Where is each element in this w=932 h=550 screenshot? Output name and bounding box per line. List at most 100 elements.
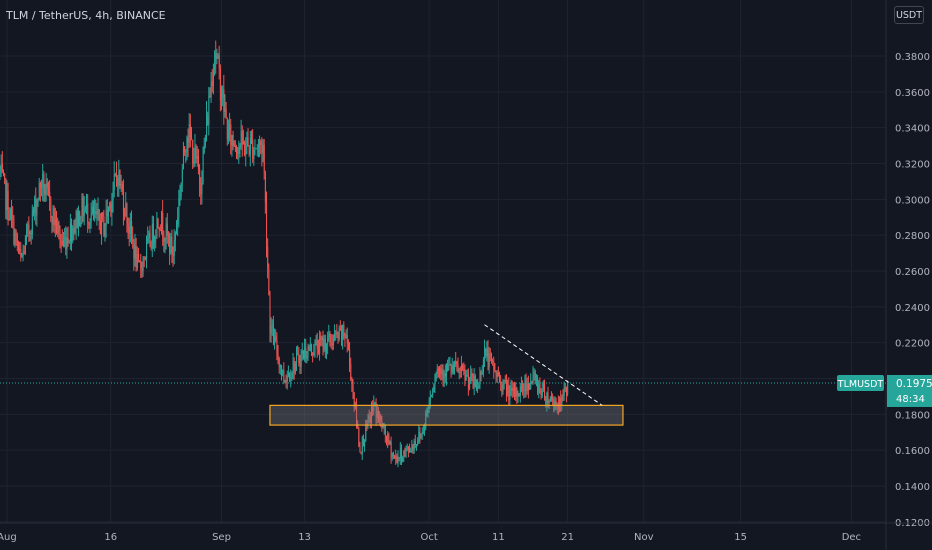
candle-down [394, 455, 396, 459]
candle-up [433, 386, 435, 393]
candle-down [516, 387, 518, 397]
candle-down [43, 173, 45, 196]
y-tick-label: 0.1600 [895, 446, 930, 457]
candle-down [278, 358, 280, 368]
candle-down [320, 336, 322, 341]
candle-down [56, 219, 58, 234]
candle-up [288, 372, 290, 377]
candle-down [237, 151, 239, 154]
candle-up [239, 146, 241, 148]
candle-down [124, 212, 126, 216]
candle-down [226, 117, 228, 140]
candle-up [176, 224, 178, 233]
candle-down [464, 370, 466, 381]
candle-down [116, 174, 118, 178]
candle-down [562, 394, 564, 396]
candle-down [283, 370, 285, 382]
candle-down [135, 245, 137, 269]
candle-down [462, 364, 464, 369]
candle-up [0, 163, 2, 170]
candle-up [262, 144, 264, 153]
candle-up [134, 245, 136, 259]
candle-up [253, 149, 255, 159]
candle-up [136, 253, 138, 269]
candle-down [189, 124, 191, 138]
candle-down [303, 350, 305, 359]
candle-down [372, 407, 374, 411]
y-tick-label: 0.3600 [895, 88, 930, 99]
candle-up [24, 237, 26, 254]
candle-up [104, 225, 106, 237]
candle-down [375, 402, 377, 418]
candle-up [435, 373, 437, 381]
candle-down [463, 368, 465, 371]
candle-down [103, 216, 105, 237]
candle-up [177, 217, 179, 225]
support-zone[interactable] [269, 404, 624, 426]
candle-down [331, 343, 333, 346]
candle-down [192, 139, 194, 164]
candle-up [563, 387, 565, 396]
candle-up [328, 333, 330, 337]
candle-up [532, 373, 534, 383]
candle-down [30, 233, 32, 235]
candle-up [38, 182, 40, 201]
candle-down [455, 360, 457, 365]
candle-up [374, 402, 376, 404]
candle-up [254, 148, 256, 150]
candle-up [203, 144, 205, 153]
candle-down [199, 168, 201, 183]
trendline[interactable] [484, 324, 603, 406]
candle-up [105, 209, 107, 226]
candle-down [501, 384, 503, 392]
candle-up [424, 428, 426, 432]
candle-down [494, 369, 496, 372]
candle-up [373, 403, 375, 411]
candle-up [554, 401, 556, 407]
candle-up [240, 131, 242, 147]
candle-up [478, 385, 480, 388]
candle-up [365, 424, 367, 441]
candle-up [91, 206, 93, 214]
candle-up [213, 70, 215, 86]
candle-down [4, 173, 6, 179]
currency-label[interactable]: USDT [894, 6, 924, 24]
candle-down [440, 368, 442, 374]
candle-down [560, 397, 562, 406]
candle-down [316, 340, 318, 349]
candle-up [405, 448, 407, 452]
candle-up [68, 242, 70, 244]
candle-up [335, 332, 337, 335]
candle-up [284, 380, 286, 382]
candle-down [539, 383, 541, 390]
y-tick-label: 0.2600 [895, 267, 930, 278]
candle-down [474, 376, 476, 388]
candle-up [307, 346, 309, 357]
candle-down [504, 380, 506, 382]
candle-up [22, 250, 24, 256]
candle-up [178, 198, 180, 218]
candle-up [144, 258, 146, 260]
candle-down [564, 387, 566, 389]
candle-up [410, 450, 412, 453]
candle-down [50, 199, 52, 218]
x-tick-label: 15 [734, 532, 747, 543]
candle-down [273, 325, 275, 345]
candle-down [508, 385, 510, 400]
candle-down [65, 237, 67, 250]
candle-down [344, 335, 346, 339]
candle-up [431, 395, 433, 397]
candle-down [566, 388, 568, 395]
candle-up [9, 209, 11, 221]
candle-up [454, 360, 456, 371]
candle-down [244, 141, 246, 155]
candle-up [486, 348, 488, 357]
candle-down [126, 203, 128, 224]
candle-down [407, 447, 409, 451]
candle-up [229, 124, 231, 130]
candle-down [35, 199, 37, 216]
candle-down [305, 347, 307, 359]
candle-up [26, 230, 28, 238]
candle-down [514, 388, 516, 398]
